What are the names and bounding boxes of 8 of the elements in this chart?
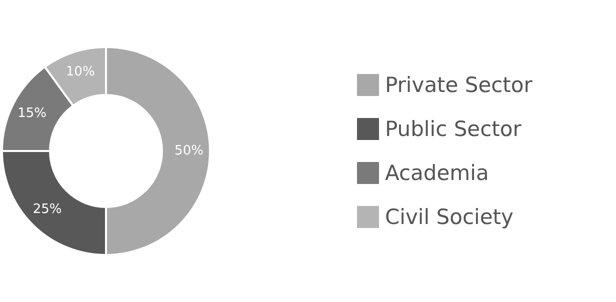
legend-label: Civil Society xyxy=(385,205,514,229)
data-label: 25% xyxy=(32,202,62,218)
legend-label: Public Sector xyxy=(385,117,522,141)
data-label: 10% xyxy=(66,64,95,80)
data-label: 15% xyxy=(18,106,46,121)
legend-label: Private Sector xyxy=(385,73,533,97)
data-label: 50% xyxy=(174,144,204,158)
legend-label: Academia xyxy=(385,161,489,185)
